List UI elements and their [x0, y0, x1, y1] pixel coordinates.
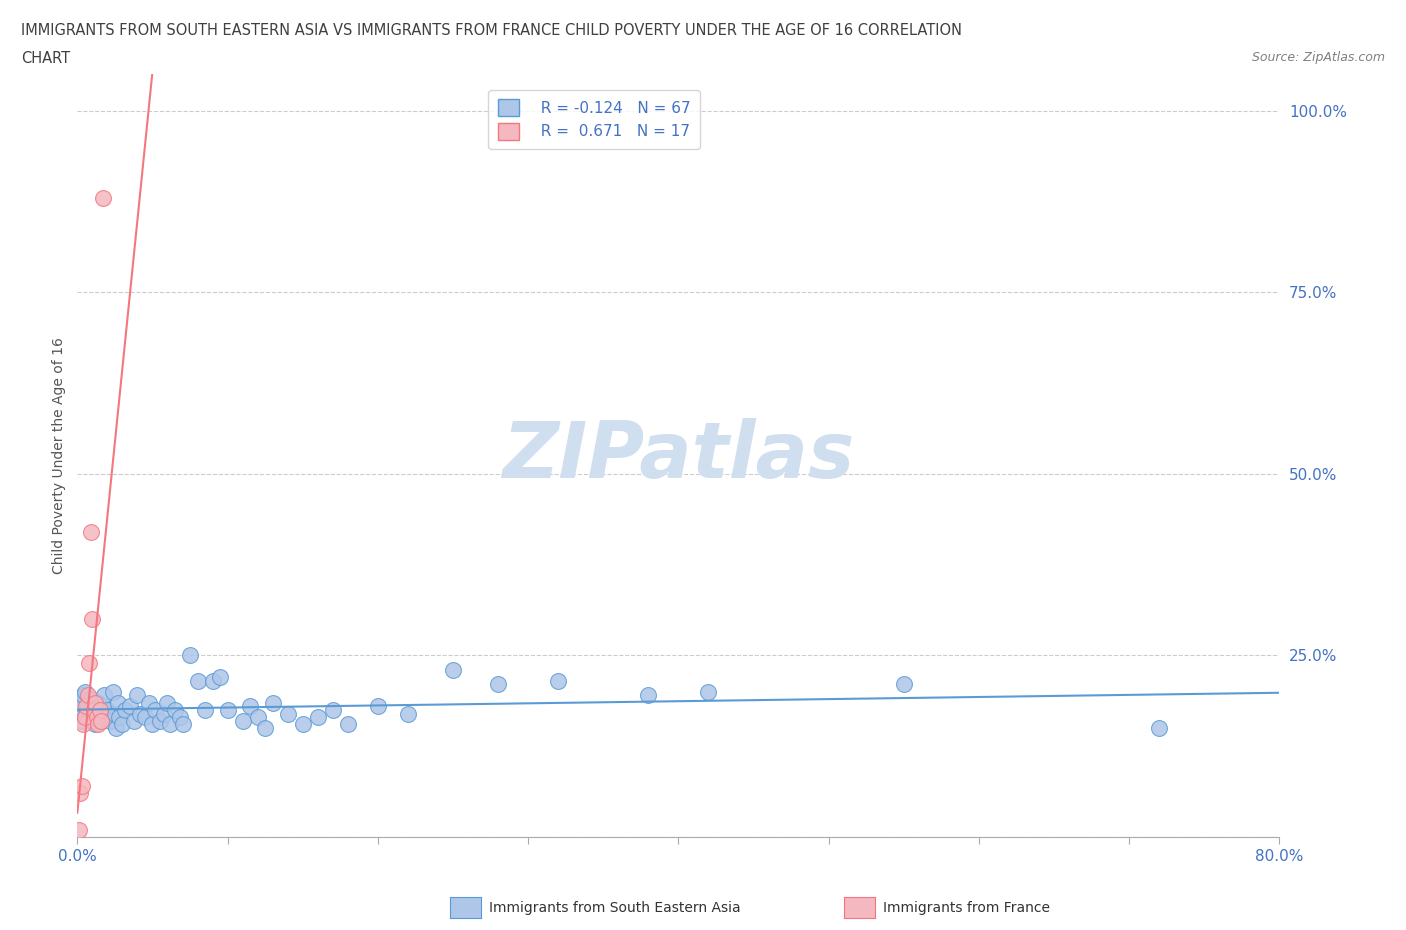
Point: [86, 710, 108, 724]
Point: [82, 612, 104, 627]
Point: [75, 706, 97, 721]
Point: [186, 673, 209, 688]
Point: [84, 696, 107, 711]
Point: [322, 702, 344, 717]
Point: [307, 710, 329, 724]
Point: [1149, 721, 1171, 736]
Y-axis label: Child Poverty Under the Age of 16: Child Poverty Under the Age of 16: [52, 338, 66, 574]
Point: [87, 696, 110, 711]
Point: [159, 717, 181, 732]
Point: [169, 710, 191, 724]
Point: [100, 713, 122, 728]
Point: [232, 713, 254, 728]
Text: Immigrants from France: Immigrants from France: [883, 900, 1050, 915]
Legend:   R = -0.124   N = 67,   R =  0.671   N = 17: R = -0.124 N = 67, R = 0.671 N = 17: [488, 89, 700, 150]
Point: [153, 706, 176, 721]
Point: [72, 717, 94, 732]
Point: [90, 702, 112, 717]
Point: [107, 696, 129, 711]
Point: [83, 702, 105, 717]
Point: [86, 706, 108, 721]
Point: [697, 684, 720, 699]
Point: [163, 702, 186, 717]
Point: [87, 717, 110, 732]
Point: [69, 786, 91, 801]
Point: [149, 713, 172, 728]
Text: ZIPatlas: ZIPatlas: [502, 418, 855, 494]
Point: [73, 684, 96, 699]
Point: [134, 710, 156, 724]
Point: [67, 702, 90, 717]
Point: [277, 706, 299, 721]
Point: [637, 688, 659, 703]
Point: [103, 684, 125, 699]
Point: [70, 713, 93, 728]
Point: [84, 717, 107, 732]
Point: [111, 717, 134, 732]
Point: [893, 677, 915, 692]
Point: [547, 673, 569, 688]
Point: [96, 702, 118, 717]
Point: [156, 696, 179, 711]
Point: [82, 702, 104, 717]
Point: [104, 706, 127, 721]
Point: [179, 648, 201, 663]
Point: [89, 702, 111, 717]
Point: [239, 698, 262, 713]
Text: Immigrants from South Eastern Asia: Immigrants from South Eastern Asia: [489, 900, 741, 915]
Point: [118, 698, 141, 713]
Point: [67, 822, 90, 837]
Point: [254, 721, 277, 736]
Point: [129, 706, 152, 721]
Point: [246, 710, 269, 724]
Point: [93, 688, 115, 703]
Point: [141, 717, 163, 732]
Point: [76, 688, 98, 703]
Point: [75, 698, 97, 713]
Point: [336, 717, 359, 732]
Point: [114, 702, 136, 717]
Point: [145, 702, 167, 717]
Point: [105, 721, 128, 736]
Point: [89, 713, 111, 728]
Point: [441, 662, 464, 677]
Text: CHART: CHART: [21, 51, 70, 66]
Point: [70, 778, 93, 793]
Point: [367, 698, 389, 713]
Point: [127, 688, 149, 703]
Point: [262, 696, 284, 711]
Text: IMMIGRANTS FROM SOUTH EASTERN ASIA VS IMMIGRANTS FROM FRANCE CHILD POVERTY UNDER: IMMIGRANTS FROM SOUTH EASTERN ASIA VS IM…: [21, 23, 962, 38]
Point: [90, 713, 112, 728]
Point: [94, 710, 117, 724]
Point: [108, 710, 131, 724]
Point: [72, 688, 94, 703]
Point: [79, 656, 101, 671]
Point: [486, 677, 509, 692]
Point: [138, 696, 160, 711]
Point: [80, 525, 103, 539]
Point: [124, 713, 146, 728]
Point: [76, 698, 98, 713]
Point: [396, 706, 419, 721]
Point: [201, 673, 224, 688]
Point: [79, 710, 101, 724]
Point: [194, 702, 217, 717]
Point: [69, 696, 91, 711]
Point: [91, 191, 114, 206]
Point: [80, 692, 103, 707]
Text: Source: ZipAtlas.com: Source: ZipAtlas.com: [1251, 51, 1385, 64]
Point: [172, 717, 194, 732]
Point: [209, 670, 232, 684]
Point: [217, 702, 239, 717]
Point: [291, 717, 314, 732]
Point: [73, 710, 96, 724]
Point: [91, 698, 114, 713]
